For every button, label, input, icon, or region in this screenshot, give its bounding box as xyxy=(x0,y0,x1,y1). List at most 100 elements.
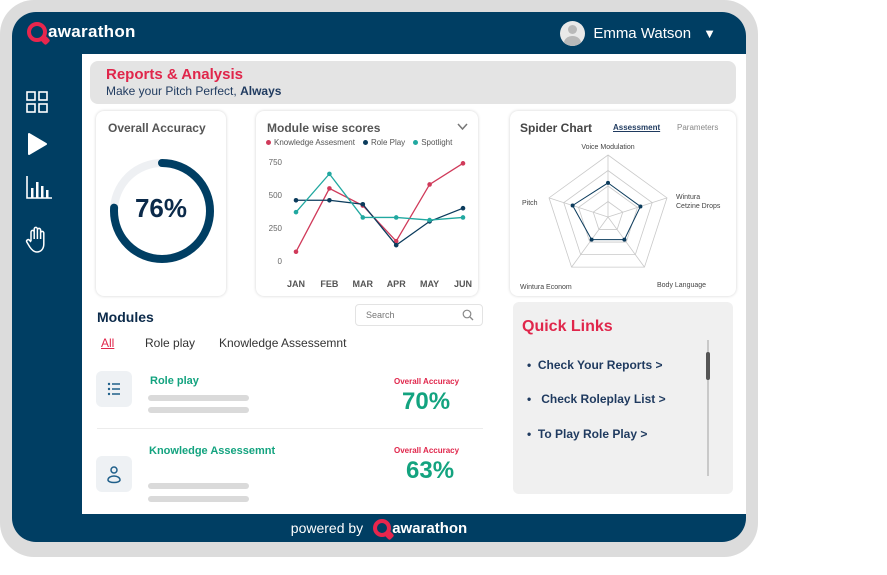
legend-item: Spotlight xyxy=(413,138,452,147)
page-header: Reports & Analysis Make your Pitch Perfe… xyxy=(90,61,736,104)
overall-accuracy-title: Overall Accuracy xyxy=(108,121,206,135)
line-chart: 750 500 250 0 JAN FEB MAR APR MAY JUN xyxy=(269,158,472,289)
module-name[interactable]: Knowledge Assessemnt xyxy=(149,445,276,457)
data-point xyxy=(327,186,332,191)
data-point xyxy=(460,215,466,220)
footer-brand: awarathon xyxy=(392,519,468,537)
y-tick-label: 0 xyxy=(278,257,283,266)
list-icon xyxy=(107,382,120,396)
chart-legend: Knowledge Assesment Role Play Spotlight xyxy=(266,138,460,147)
quick-link-label: Check Your Reports > xyxy=(537,358,663,372)
data-point xyxy=(293,197,299,203)
radar-grid-ring xyxy=(592,201,624,230)
page-subtitle: Make your Pitch Perfect, Always xyxy=(106,84,720,98)
legend-label: Knowledge Assesment xyxy=(274,138,355,147)
quick-link-item[interactable]: • Check Roleplay List > xyxy=(527,392,666,406)
filter-knowledge-assessment[interactable]: Knowledge Assessemnt xyxy=(219,336,347,350)
radar-point xyxy=(606,180,610,185)
brand-name: awarathon xyxy=(48,22,136,41)
data-point xyxy=(460,205,466,211)
radar-point xyxy=(622,237,627,242)
radar-spoke xyxy=(607,216,645,268)
radar-series xyxy=(571,182,642,241)
hand-icon[interactable] xyxy=(25,226,51,254)
x-tick-label: JAN xyxy=(287,279,305,289)
series-line xyxy=(295,162,464,253)
scrollbar-track[interactable] xyxy=(707,340,709,476)
page-title: Reports & Analysis xyxy=(106,66,243,83)
data-point xyxy=(360,215,366,220)
legend-label: Role Play xyxy=(370,138,406,147)
user-menu[interactable]: Emma Watson ▼ xyxy=(560,21,716,46)
data-point xyxy=(427,217,432,223)
radar-grid-ring xyxy=(578,185,638,243)
ring-progress xyxy=(110,159,214,263)
x-tick-label: MAY xyxy=(420,279,439,289)
chevron-down-icon[interactable] xyxy=(457,123,468,131)
chevron-down-icon[interactable]: ▼ xyxy=(703,26,716,41)
y-tick-label: 750 xyxy=(269,158,283,167)
search-icon xyxy=(462,309,474,321)
module-icon xyxy=(96,456,132,492)
avatar xyxy=(560,21,586,46)
quick-link-item[interactable]: • To Play Role Play > xyxy=(527,427,648,441)
radar-point xyxy=(570,203,575,208)
placeholder-line xyxy=(148,395,249,401)
module-accuracy-value: 70% xyxy=(402,388,451,415)
app-screen: awarathon Emma Watson ▼ xyxy=(12,12,746,542)
sidebar xyxy=(12,54,82,514)
data-point xyxy=(393,242,399,248)
user-icon xyxy=(107,466,121,484)
filter-role-play[interactable]: Role play xyxy=(145,336,196,350)
radar-point xyxy=(638,204,643,209)
powered-by-text: powered by xyxy=(290,520,364,536)
module-accuracy-value: 63% xyxy=(406,457,455,484)
quick-link-item[interactable]: • Check Your Reports > xyxy=(527,358,663,372)
bar-chart-icon[interactable] xyxy=(25,176,53,200)
placeholder-line xyxy=(148,496,249,502)
play-icon[interactable] xyxy=(25,132,49,156)
search-input[interactable]: Search xyxy=(355,304,483,326)
tab-parameters[interactable]: Parameters xyxy=(677,123,719,132)
accuracy-ring xyxy=(110,159,214,263)
x-tick-label: APR xyxy=(387,279,407,289)
radar-spoke xyxy=(548,197,609,218)
device-frame: awarathon Emma Watson ▼ xyxy=(0,0,758,557)
overall-accuracy-value: 76% xyxy=(134,193,188,223)
legend-item: Role Play xyxy=(362,138,406,147)
radar-axis-label: Body Language xyxy=(657,282,706,289)
spider-chart-card: Spider Chart Assessment Parameters Voice… xyxy=(510,111,736,296)
grid-icon[interactable] xyxy=(25,90,49,114)
filter-all[interactable]: All xyxy=(101,336,115,350)
radar-axis-label: Wintura xyxy=(676,194,700,201)
module-divider xyxy=(97,428,483,429)
footer-logo[interactable]: awarathon xyxy=(373,519,467,537)
top-bar: awarathon Emma Watson ▼ xyxy=(12,12,746,54)
spider-chart-title: Spider Chart xyxy=(520,121,593,135)
placeholder-line xyxy=(148,407,249,413)
radar-axis-label: Cetzine Drops xyxy=(676,203,721,210)
radar-spoke xyxy=(571,216,609,268)
quick-links-title: Quick Links xyxy=(522,318,613,335)
radar-spoke xyxy=(607,197,668,218)
data-point xyxy=(393,238,399,244)
tab-assessment[interactable]: Assessment xyxy=(613,123,661,132)
scrollbar-thumb[interactable] xyxy=(706,352,710,380)
legend-label: Spotlight xyxy=(421,138,453,147)
module-accuracy-label: Overall Accuracy xyxy=(394,446,460,455)
module-scores-card: Module wise scores Knowledge Assesment R… xyxy=(256,111,478,296)
brand-logo[interactable]: awarathon xyxy=(27,22,136,42)
footer: powered by awarathon xyxy=(12,514,746,542)
data-point xyxy=(293,249,299,255)
quick-link-label: To Play Role Play > xyxy=(537,427,648,441)
y-tick-label: 500 xyxy=(269,191,283,200)
x-tick-label: JUN xyxy=(454,279,472,289)
data-point xyxy=(393,215,399,220)
legend-item: Knowledge Assesment xyxy=(266,138,355,147)
y-tick-label: 250 xyxy=(269,224,283,233)
radar-grid-ring xyxy=(548,154,668,268)
module-name[interactable]: Role play xyxy=(150,375,199,387)
radar-axis-label: Voice Modulation xyxy=(581,144,634,151)
data-point xyxy=(327,171,332,177)
logo-mark-icon xyxy=(373,519,392,537)
